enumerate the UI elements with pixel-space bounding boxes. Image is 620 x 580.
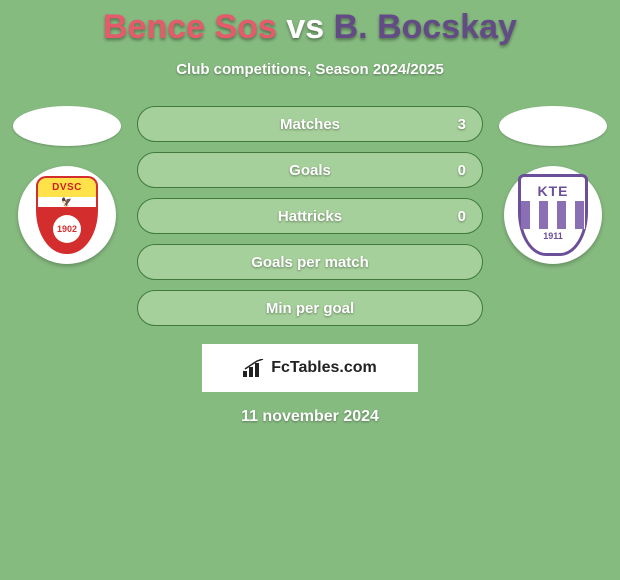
- subtitle: Club competitions, Season 2024/2025: [0, 61, 620, 78]
- club-left-shield: DVSC 🦅 1902: [36, 176, 98, 254]
- left-column: DVSC 🦅 1902: [7, 106, 127, 326]
- attribution-box: FcTables.com: [202, 344, 418, 392]
- stat-row-goals: Goals 0: [137, 152, 483, 188]
- right-column: KTE 1911: [493, 106, 613, 326]
- player-left-name: Bence Sos: [103, 8, 277, 46]
- player-right-name: B. Bocskay: [334, 8, 517, 46]
- club-right-badge: KTE 1911: [504, 166, 602, 264]
- stat-row-goals-per-match: Goals per match: [137, 244, 483, 280]
- stat-label: Hattricks: [278, 208, 342, 225]
- vs-separator: vs: [286, 8, 324, 46]
- stat-right-value: 3: [458, 116, 466, 133]
- stat-row-min-per-goal: Min per goal: [137, 290, 483, 326]
- attribution-text: FcTables.com: [271, 359, 377, 377]
- stat-row-matches: Matches 3: [137, 106, 483, 142]
- date-line: 11 november 2024: [0, 408, 620, 426]
- club-right-shield: KTE 1911: [518, 174, 588, 256]
- club-left-badge: DVSC 🦅 1902: [18, 166, 116, 264]
- club-left-year: 1902: [53, 215, 81, 243]
- stat-label: Matches: [280, 116, 340, 133]
- bar-chart-icon: [243, 359, 265, 377]
- stat-label: Goals: [289, 162, 331, 179]
- comparison-title: Bence Sos vs B. Bocskay: [0, 0, 620, 47]
- stats-column: Matches 3 Goals 0 Hattricks 0 Goals per …: [137, 106, 483, 326]
- stat-label: Goals per match: [251, 254, 369, 271]
- stat-row-hattricks: Hattricks 0: [137, 198, 483, 234]
- club-right-stripes: [521, 201, 585, 229]
- stat-right-value: 0: [458, 162, 466, 179]
- club-left-code: DVSC: [52, 182, 82, 193]
- stat-label: Min per goal: [266, 300, 354, 317]
- club-left-bird-icon: 🦅: [61, 197, 72, 208]
- player-right-avatar-placeholder: [499, 106, 607, 146]
- club-right-year: 1911: [543, 231, 563, 241]
- club-right-code: KTE: [538, 183, 569, 199]
- stat-right-value: 0: [458, 208, 466, 225]
- content-area: DVSC 🦅 1902 Matches 3 Goals 0 Hattricks …: [0, 106, 620, 326]
- player-left-avatar-placeholder: [13, 106, 121, 146]
